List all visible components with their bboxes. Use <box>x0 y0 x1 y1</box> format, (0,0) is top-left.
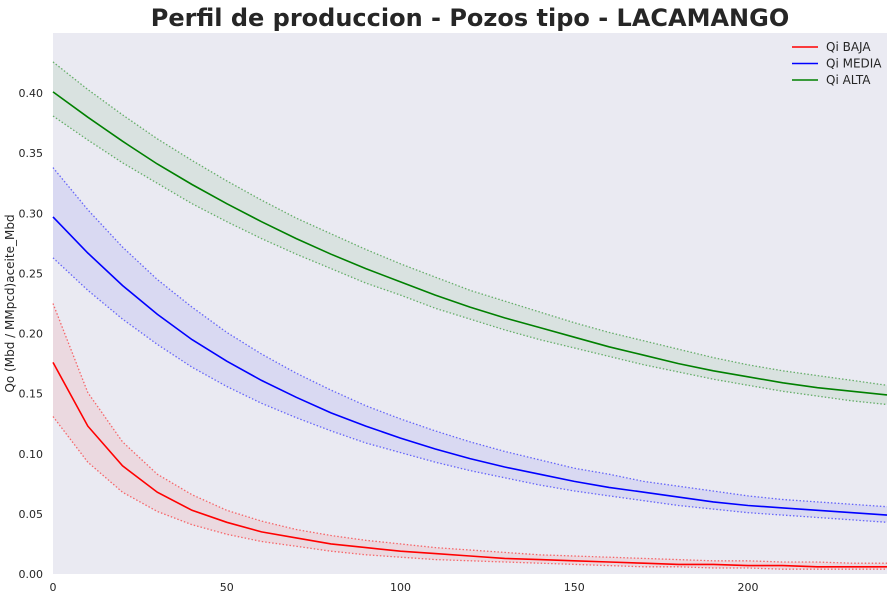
upper-bound-qi-baja <box>52 303 887 564</box>
lower-bound-qi-baja <box>52 416 887 570</box>
confidence-bands <box>53 61 887 570</box>
legend-label: Qi ALTA <box>826 73 871 87</box>
bound-lines <box>52 61 888 570</box>
x-tick-label: 50 <box>220 581 234 594</box>
y-tick-label: 0.30 <box>19 207 44 220</box>
chart-title: Perfil de produccion - Pozos tipo - LACA… <box>151 4 790 32</box>
series-line-qi-media <box>52 216 888 516</box>
y-tick-label: 0.15 <box>19 388 44 401</box>
y-axis: 0.00 0.05 0.10 0.15 0.20 0.25 0.30 0.35 0.40 <box>19 87 44 581</box>
y-tick-label: 0.20 <box>19 328 44 341</box>
y-tick-label: 0.40 <box>19 87 44 100</box>
y-tick-label: 0.10 <box>19 448 44 461</box>
y-axis-label: Qo (Mbd / MMpcd)aceite_Mbd <box>3 214 17 392</box>
plot-area <box>53 33 887 574</box>
y-tick-label: 0.35 <box>19 147 44 160</box>
series-line-qi-alta <box>52 91 888 396</box>
upper-bound-qi-media <box>52 167 888 508</box>
x-tick-label: 0 <box>50 581 57 594</box>
x-tick-label: 200 <box>738 581 759 594</box>
legend-label: Qi MEDIA <box>826 57 882 71</box>
legend-label: Qi BAJA <box>826 40 871 54</box>
x-tick-label: 100 <box>390 581 411 594</box>
series-line-qi-baja <box>52 362 887 568</box>
x-tick-label: 150 <box>564 581 585 594</box>
x-axis: 0 50 100 150 200 <box>50 581 759 594</box>
legend: Qi BAJA Qi MEDIA Qi ALTA <box>792 40 882 87</box>
lower-bound-qi-alta <box>52 115 888 406</box>
y-tick-label: 0.25 <box>19 267 44 280</box>
series-lines <box>52 91 888 568</box>
y-tick-label: 0.00 <box>19 568 44 581</box>
lower-bound-qi-media <box>52 257 888 523</box>
band-qi-media <box>53 167 887 523</box>
y-tick-label: 0.05 <box>19 508 44 521</box>
